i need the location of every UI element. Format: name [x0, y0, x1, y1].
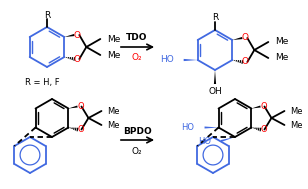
Text: O₂: O₂	[132, 53, 142, 61]
Text: O: O	[77, 125, 84, 134]
Text: Me: Me	[290, 121, 303, 129]
Polygon shape	[214, 70, 216, 84]
Polygon shape	[251, 105, 261, 108]
Polygon shape	[232, 37, 242, 40]
Text: Me: Me	[107, 50, 121, 60]
Text: Me: Me	[107, 35, 121, 43]
Text: O: O	[77, 102, 84, 111]
Text: HO: HO	[160, 56, 174, 64]
Text: R: R	[212, 13, 218, 22]
Text: TDO: TDO	[126, 33, 148, 43]
Text: Me: Me	[275, 37, 289, 46]
Text: O: O	[242, 33, 249, 43]
Text: Me: Me	[290, 106, 303, 115]
Text: O: O	[260, 102, 267, 111]
Text: Me: Me	[107, 106, 120, 115]
Text: R = H, F: R = H, F	[25, 77, 59, 87]
Text: Me: Me	[275, 53, 289, 63]
Text: O₂: O₂	[132, 146, 142, 156]
Text: O: O	[74, 30, 81, 40]
Polygon shape	[184, 59, 198, 61]
Polygon shape	[205, 126, 219, 129]
Text: O: O	[74, 54, 81, 64]
Text: R: R	[44, 11, 50, 19]
Text: HO: HO	[198, 136, 211, 146]
Text: OH: OH	[208, 87, 222, 95]
Text: O: O	[260, 125, 267, 134]
Polygon shape	[64, 34, 75, 37]
Text: Me: Me	[107, 121, 120, 129]
Text: BPDO: BPDO	[123, 126, 151, 136]
Text: HO: HO	[181, 123, 195, 132]
Polygon shape	[221, 137, 235, 142]
Polygon shape	[68, 105, 78, 108]
Text: O: O	[242, 57, 249, 67]
